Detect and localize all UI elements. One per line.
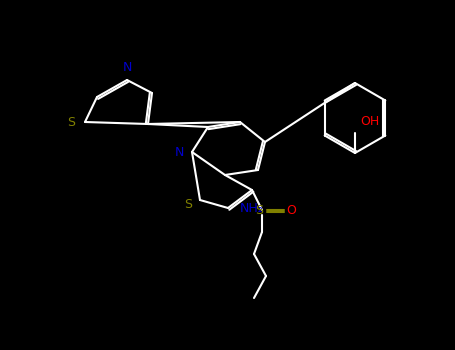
Text: S: S [255, 203, 263, 217]
Text: O: O [286, 203, 296, 217]
Text: S: S [67, 116, 75, 128]
Text: N: N [175, 146, 184, 159]
Text: S: S [184, 197, 192, 210]
Text: N: N [122, 61, 131, 74]
Text: OH: OH [360, 115, 379, 128]
Text: NH₂: NH₂ [240, 202, 264, 215]
